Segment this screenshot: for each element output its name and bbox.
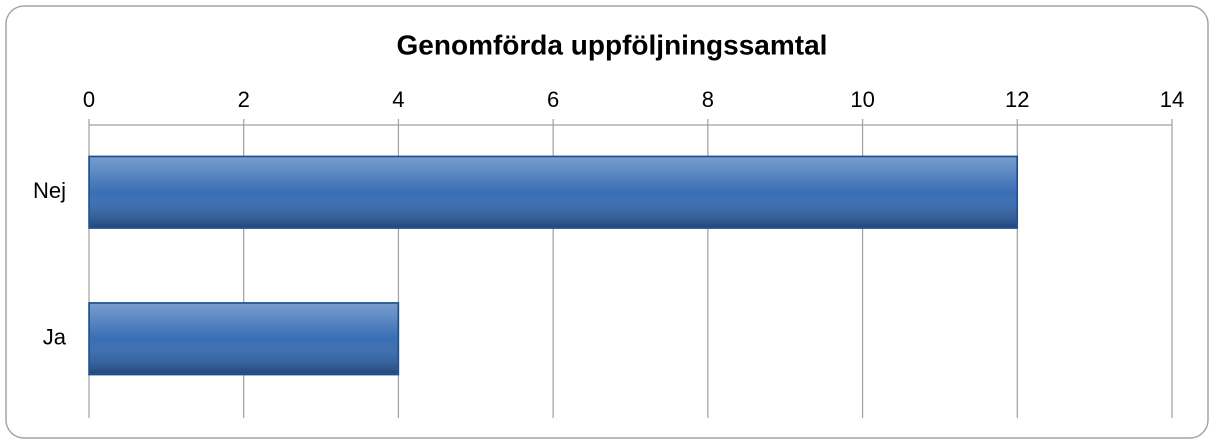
x-tick-label: 6 — [547, 87, 559, 112]
x-tick-label: 12 — [1005, 87, 1029, 112]
y-tick-label: Nej — [33, 178, 66, 203]
x-tick-label: 2 — [238, 87, 250, 112]
x-tick-label: 10 — [850, 87, 874, 112]
x-tick-label: 14 — [1160, 87, 1184, 112]
bar-shine — [90, 303, 398, 374]
x-tick-label: 4 — [392, 87, 404, 112]
y-tick-label: Ja — [43, 325, 67, 350]
x-tick-label: 8 — [702, 87, 714, 112]
x-tick-label: 0 — [83, 87, 95, 112]
chart-title: Genomförda uppföljningssamtal — [397, 29, 828, 60]
bar-shine — [90, 157, 1017, 228]
